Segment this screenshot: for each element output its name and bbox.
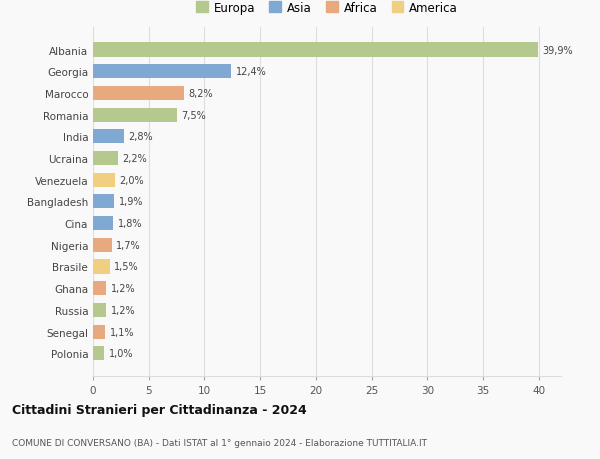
Text: 1,2%: 1,2% xyxy=(111,284,136,294)
Bar xyxy=(93,281,106,296)
Text: 1,0%: 1,0% xyxy=(109,348,133,358)
Text: 2,0%: 2,0% xyxy=(120,175,145,185)
Text: 7,5%: 7,5% xyxy=(181,110,206,120)
Text: Cittadini Stranieri per Cittadinanza - 2024: Cittadini Stranieri per Cittadinanza - 2… xyxy=(12,403,307,416)
Text: 2,2%: 2,2% xyxy=(122,154,147,164)
Bar xyxy=(93,195,114,209)
Bar xyxy=(93,238,112,252)
Text: 1,1%: 1,1% xyxy=(110,327,134,337)
Bar xyxy=(93,87,184,101)
Bar xyxy=(93,130,124,144)
Text: 1,7%: 1,7% xyxy=(116,240,141,250)
Bar xyxy=(93,151,118,166)
Bar xyxy=(93,260,110,274)
Text: 2,8%: 2,8% xyxy=(128,132,153,142)
Bar xyxy=(93,174,115,187)
Bar xyxy=(93,65,231,79)
Bar xyxy=(93,303,106,317)
Bar xyxy=(93,108,176,123)
Text: 1,2%: 1,2% xyxy=(111,305,136,315)
Text: 8,2%: 8,2% xyxy=(189,89,214,99)
Text: 39,9%: 39,9% xyxy=(542,45,572,56)
Legend: Europa, Asia, Africa, America: Europa, Asia, Africa, America xyxy=(196,2,458,15)
Bar xyxy=(93,44,538,57)
Text: 12,4%: 12,4% xyxy=(236,67,266,77)
Text: 1,8%: 1,8% xyxy=(118,218,142,229)
Bar xyxy=(93,347,104,360)
Bar xyxy=(93,325,105,339)
Text: 1,9%: 1,9% xyxy=(119,197,143,207)
Text: COMUNE DI CONVERSANO (BA) - Dati ISTAT al 1° gennaio 2024 - Elaborazione TUTTITA: COMUNE DI CONVERSANO (BA) - Dati ISTAT a… xyxy=(12,438,427,447)
Bar xyxy=(93,217,113,230)
Text: 1,5%: 1,5% xyxy=(114,262,139,272)
